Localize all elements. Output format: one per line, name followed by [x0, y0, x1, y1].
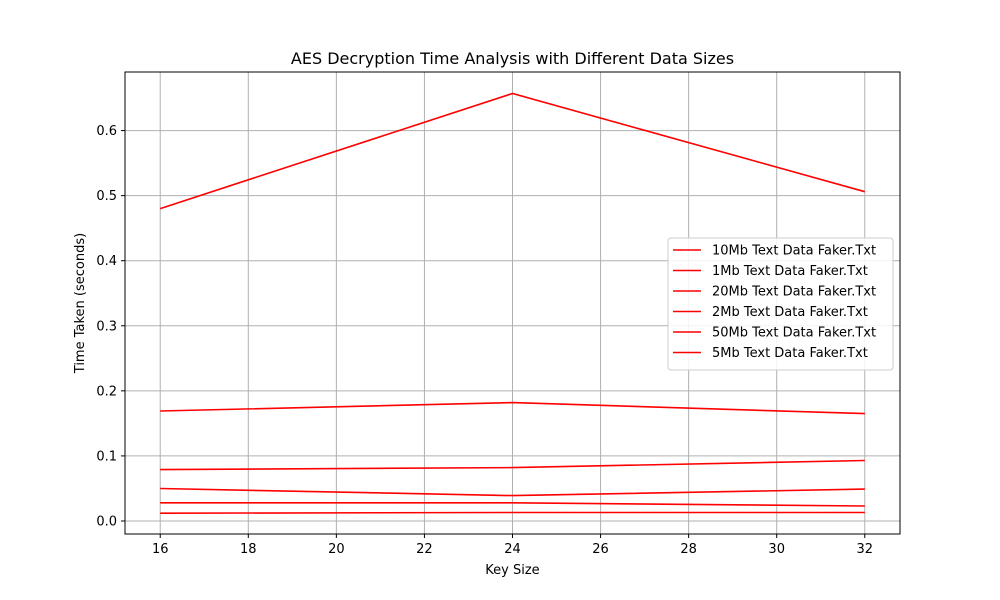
x-tick-label: 18 [240, 542, 257, 557]
series-line-4 [159, 92, 866, 210]
y-axis-label: Time Taken (seconds) [73, 233, 88, 374]
legend-label: 50Mb Text Data Faker.Txt [712, 326, 876, 341]
x-tick-label: 28 [680, 542, 697, 557]
x-tick-label: 16 [152, 542, 169, 557]
x-axis-label: Key Size [485, 563, 539, 578]
y-tick-label: 0.0 [96, 514, 117, 529]
x-tick-label: 20 [328, 542, 345, 557]
series-layer [159, 92, 866, 515]
legend-label: 2Mb Text Data Faker.Txt [712, 305, 868, 320]
series-line-3 [160, 501, 865, 507]
legend-box [667, 237, 894, 371]
y-tick-label: 0.4 [96, 254, 117, 269]
x-tick-label: 32 [856, 542, 873, 557]
legend-label: 1Mb Text Data Faker.Txt [712, 264, 868, 279]
y-tick-label: 0.6 [96, 124, 117, 139]
legend: 10Mb Text Data Faker.Txt 1Mb Text Data Fa… [667, 237, 894, 371]
legend-label: 5Mb Text Data Faker.Txt [712, 346, 868, 361]
x-tick-label: 22 [416, 542, 433, 557]
legend-label: 10Mb Text Data Faker.Txt [712, 244, 876, 259]
y-tick-label: 0.2 [96, 384, 117, 399]
series-line-2 [160, 459, 865, 471]
y-tick-label: 0.3 [96, 319, 117, 334]
chart-title: AES Decryption Time Analysis with Differ… [291, 49, 734, 68]
y-tick-label: 0.1 [96, 449, 117, 464]
series-line-1 [160, 511, 865, 515]
series-line-0 [160, 487, 865, 497]
x-tick-label: 24 [504, 542, 521, 557]
x-tick-label: 30 [768, 542, 785, 557]
y-tick-label: 0.5 [96, 189, 117, 204]
ticks-layer: 16 18 20 22 24 26 28 30 32 0.0 0.1 0.2 0.3 0.4 0.5 0.6 [96, 124, 873, 557]
series-line-5 [160, 401, 865, 415]
legend-label: 20Mb Text Data Faker.Txt [712, 285, 876, 300]
x-tick-label: 26 [592, 542, 609, 557]
